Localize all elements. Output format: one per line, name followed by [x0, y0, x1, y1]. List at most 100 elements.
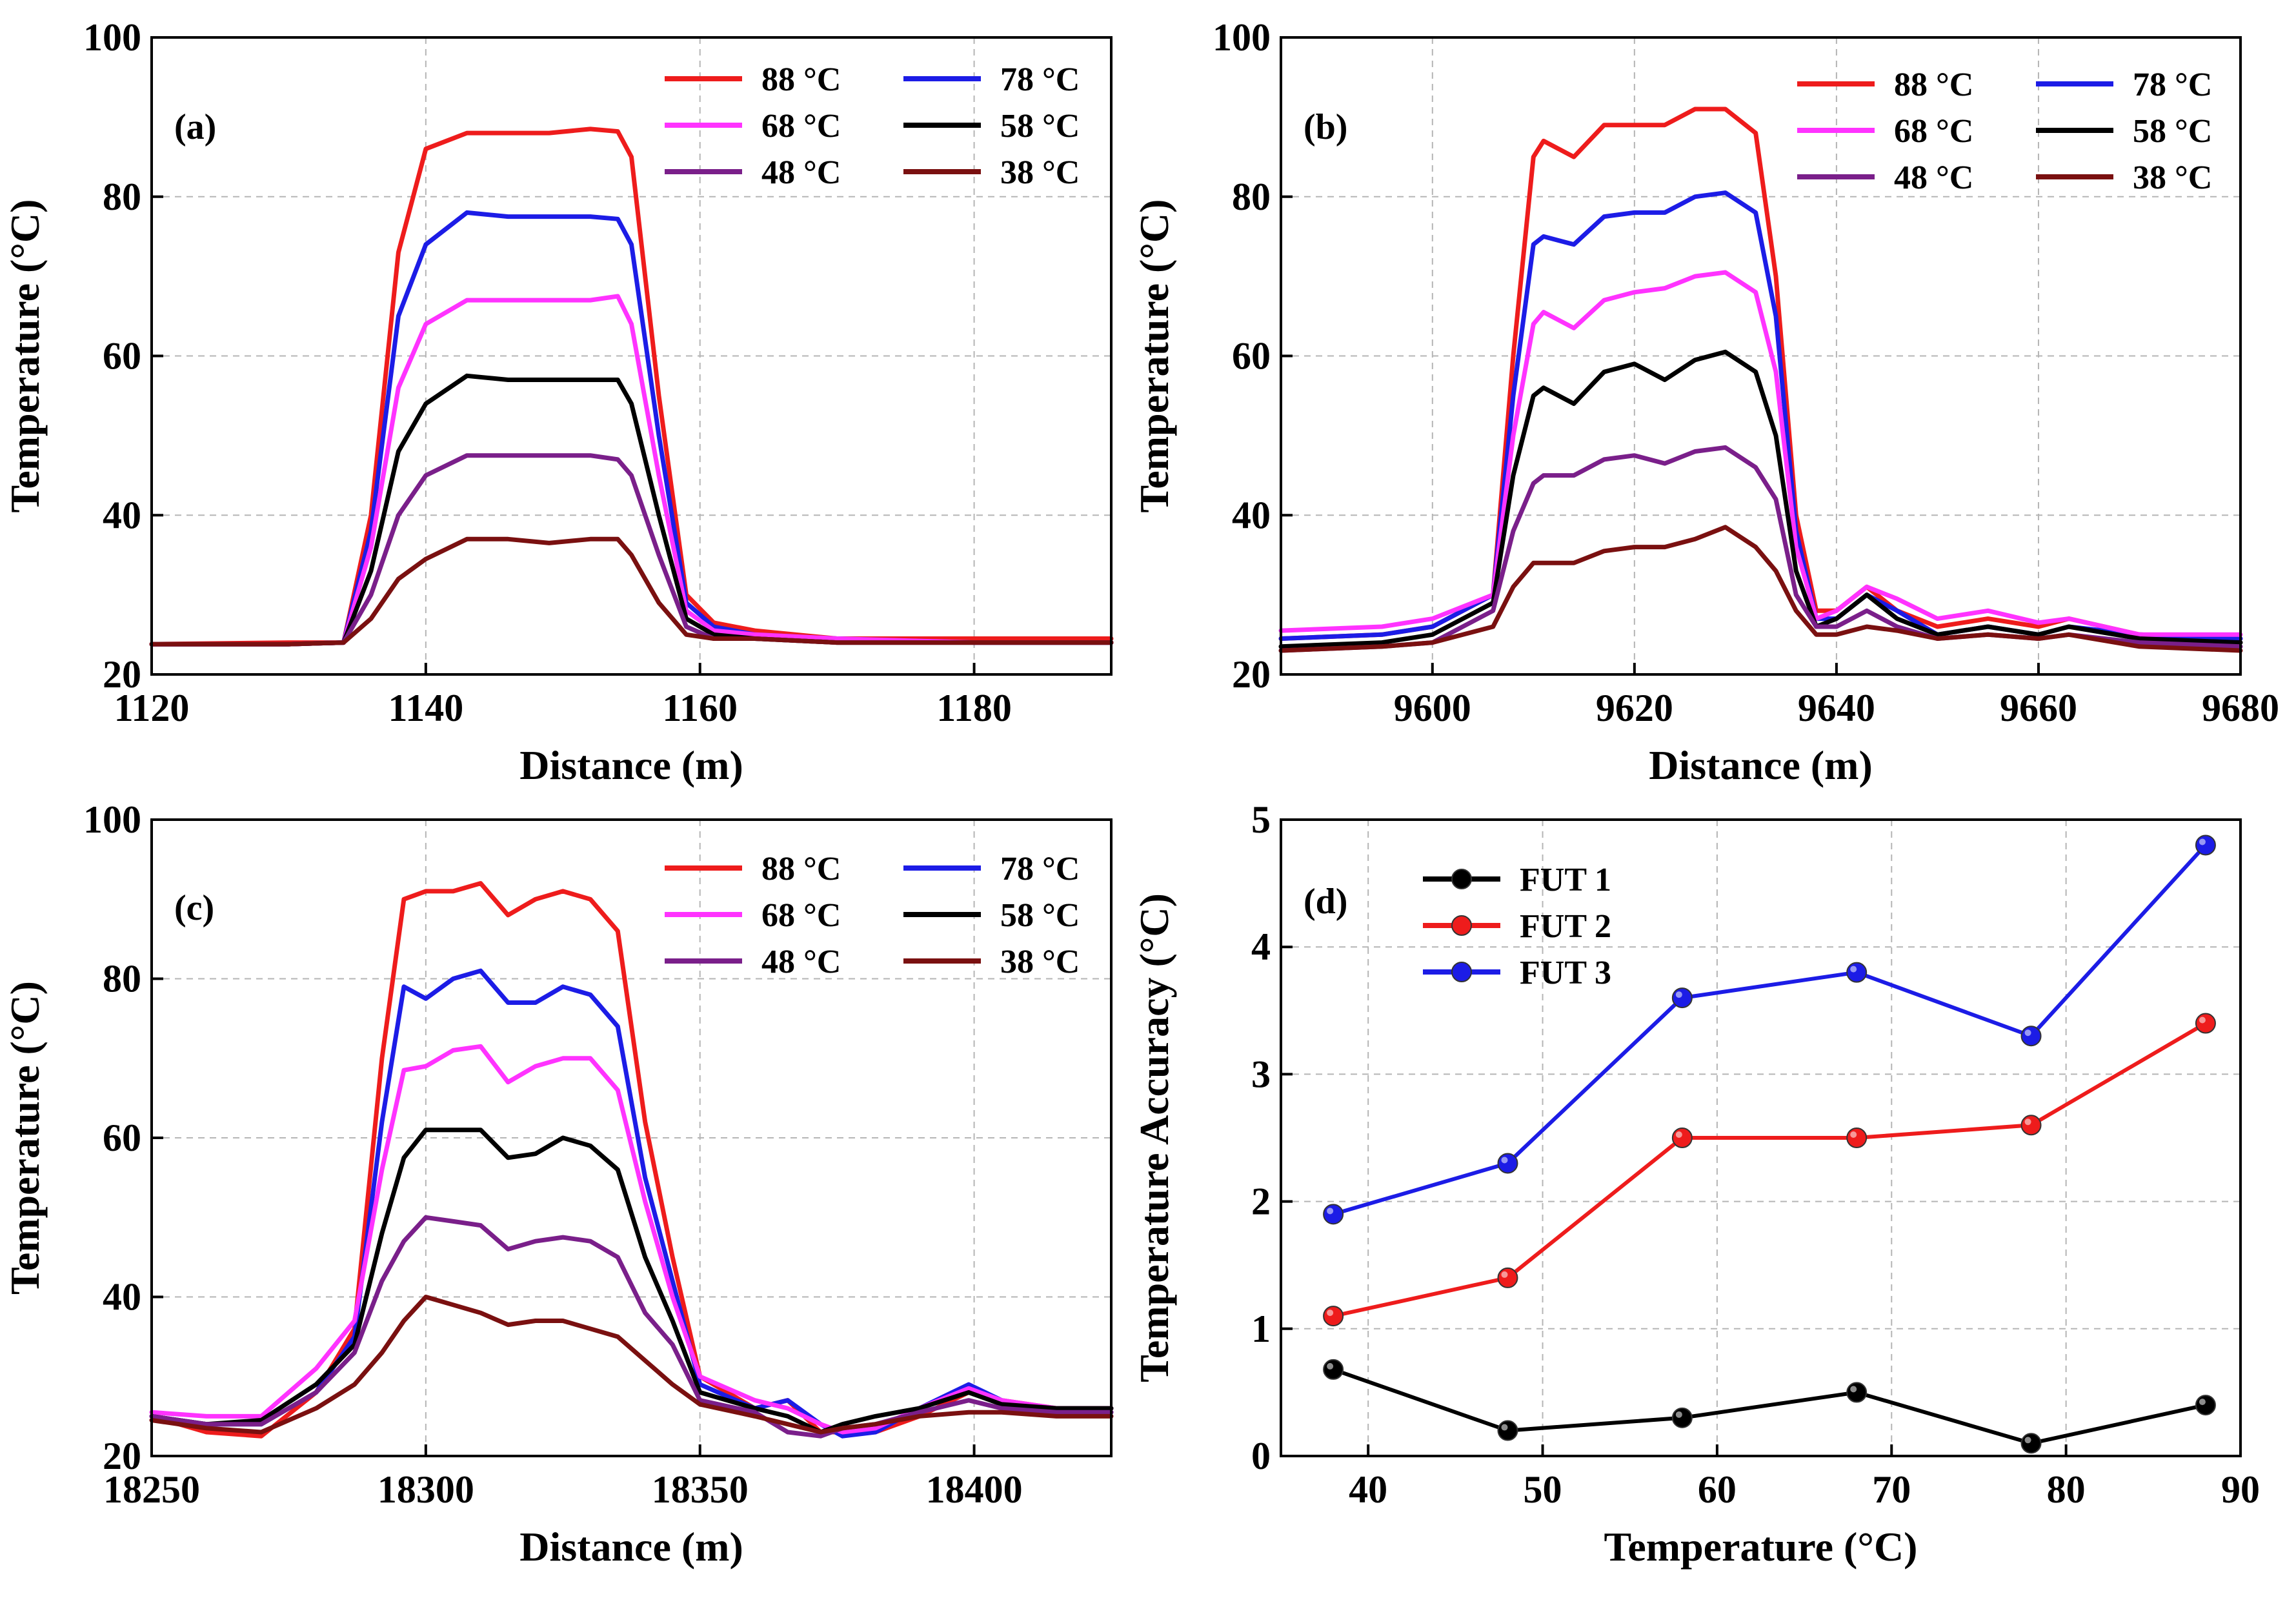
y-axis-label: Temperature (°C): [1131, 199, 1177, 513]
legend-label: 88 °C: [761, 851, 841, 887]
x-tick-label: 1180: [936, 687, 1012, 729]
x-tick-label: 1160: [662, 687, 738, 729]
x-tick-label: 18350: [652, 1468, 749, 1511]
legend-marker: [1451, 962, 1472, 982]
y-tick-label: 3: [1251, 1053, 1271, 1095]
y-tick-label: 4: [1251, 925, 1271, 968]
data-point-highlight: [2024, 1437, 2031, 1444]
x-tick-label: 50: [1524, 1468, 1562, 1511]
data-point: [1671, 1407, 1693, 1428]
y-tick-label: 1: [1251, 1308, 1271, 1350]
data-point: [2195, 1395, 2216, 1416]
series-line-88c: [149, 881, 1114, 1439]
panel-label: (c): [174, 888, 214, 928]
y-tick-label: 60: [1232, 335, 1271, 378]
x-tick-label: 9660: [2000, 687, 2077, 729]
data-point-highlight: [2024, 1118, 2031, 1126]
legend-marker: [1451, 915, 1472, 936]
data-point-highlight: [1501, 1271, 1508, 1278]
data-point: [1323, 1204, 1344, 1225]
x-tick-label: 9620: [1596, 687, 1673, 729]
x-tick-label: 90: [2221, 1468, 2260, 1511]
x-tick-label: 1140: [388, 687, 464, 729]
data-point: [1497, 1420, 1518, 1441]
legend: FUT 1 FUT 2 FUT 3: [1423, 862, 1611, 991]
legend-label: 48 °C: [1894, 159, 1973, 196]
x-tick-label: 60: [1698, 1468, 1737, 1511]
series-line-78c: [1278, 190, 2243, 641]
y-tick-label: 80: [103, 176, 141, 218]
data-point: [1323, 1359, 1344, 1380]
panel-label: (b): [1304, 107, 1347, 147]
panel-label: (d): [1304, 882, 1347, 922]
data-point-highlight: [2199, 838, 2206, 845]
legend-label: 58 °C: [1000, 108, 1080, 145]
data-point-highlight: [2024, 1029, 2031, 1037]
data-point: [1497, 1153, 1518, 1174]
legend-label: FUT 2: [1520, 908, 1611, 945]
data-point-highlight: [2199, 1016, 2206, 1024]
legend-label: 68 °C: [761, 108, 841, 145]
series-line-58c: [1278, 349, 2243, 649]
legend-label: 38 °C: [1000, 944, 1080, 980]
y-tick-label: 20: [103, 1435, 141, 1477]
y-tick-label: 80: [103, 958, 141, 1000]
data-point: [1497, 1267, 1518, 1288]
data-point: [1671, 1128, 1693, 1148]
data-point-highlight: [1675, 1411, 1682, 1418]
data-point-highlight: [2199, 1399, 2206, 1406]
y-tick-label: 60: [103, 1117, 141, 1159]
legend: 88 °C 78 °C 68 °C 58 °C 48 °C 38 °C: [665, 61, 1080, 191]
legend-label: 78 °C: [1000, 851, 1080, 887]
series-line-78c: [149, 210, 1114, 647]
y-tick-label: 100: [83, 16, 141, 59]
data-point-highlight: [1501, 1157, 1508, 1164]
y-tick-label: 2: [1251, 1180, 1271, 1223]
legend-label: 38 °C: [2133, 159, 2212, 196]
x-axis-label: Temperature (°C): [1604, 1524, 1918, 1570]
series-line-fut2: [1331, 1021, 2208, 1319]
x-tick-label: 18400: [926, 1468, 1023, 1511]
data-point-highlight: [1850, 1386, 1857, 1393]
legend-label: FUT 1: [1520, 862, 1611, 898]
legend-label: 88 °C: [761, 61, 841, 98]
series-line-88c: [149, 126, 1114, 647]
panel-c: 18250 18300 18350 18400 20 40 60 80 100 88 °C 78 °…: [2, 798, 1114, 1570]
x-axis-label: Distance (m): [1649, 742, 1873, 788]
legend-label: 48 °C: [761, 944, 841, 980]
data-point: [2020, 1433, 2042, 1454]
data-point: [2020, 1026, 2042, 1047]
series-line-38c: [149, 1295, 1114, 1435]
series-line-58c: [149, 373, 1114, 647]
y-tick-label: 5: [1251, 798, 1271, 841]
data-point-highlight: [1850, 1131, 1857, 1138]
data-point: [1846, 962, 1868, 983]
data-point-highlight: [1327, 1208, 1334, 1215]
y-tick-label: 40: [1232, 494, 1271, 536]
series-line-38c: [1278, 525, 2243, 653]
y-tick-label: 20: [103, 653, 141, 696]
y-tick-label: 40: [103, 1276, 141, 1319]
panel-label: (a): [174, 107, 216, 147]
y-axis-label: Temperature (°C): [2, 199, 48, 513]
y-axis-label: Temperature Accuracy (°C): [1131, 893, 1177, 1382]
data-point: [2020, 1115, 2042, 1136]
x-tick-label: 80: [2047, 1468, 2086, 1511]
series-line-68c: [149, 294, 1114, 647]
legend-label: 78 °C: [1000, 61, 1080, 98]
data-point-highlight: [1675, 1131, 1682, 1138]
y-axis-label: Temperature (°C): [2, 981, 48, 1295]
series-line-fut3: [1331, 843, 2208, 1217]
y-tick-label: 20: [1232, 653, 1271, 696]
series-line-88c: [1278, 106, 2243, 641]
x-tick-label: 18300: [378, 1468, 474, 1511]
y-tick-label: 60: [103, 335, 141, 378]
panel-a: 1120 1140 1160 1180 20 40 60 80 100 88 °C 78 °C 68 …: [2, 16, 1114, 788]
data-point: [2195, 834, 2216, 856]
legend-label: 48 °C: [761, 154, 841, 191]
x-tick-label: 9680: [2202, 687, 2279, 729]
series-line-48c: [149, 453, 1114, 647]
legend-label: 58 °C: [2133, 113, 2212, 150]
x-tick-label: 18250: [103, 1468, 200, 1511]
